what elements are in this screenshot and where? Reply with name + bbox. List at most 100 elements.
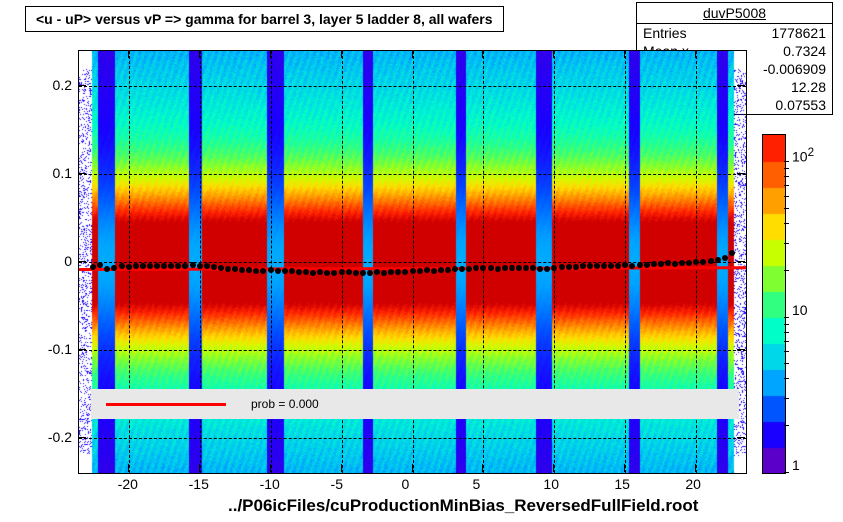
profile-point [339, 269, 345, 275]
z-tick [784, 398, 789, 399]
z-tick [784, 332, 789, 333]
profile-point [459, 266, 465, 272]
x-tick [270, 50, 271, 58]
stats-name: duvP5008 [637, 3, 832, 24]
profile-point [218, 265, 224, 271]
profile-point [658, 261, 664, 267]
color-bar [762, 134, 786, 474]
profile-point [225, 266, 231, 272]
grid-hline [79, 86, 746, 87]
grid-hline [79, 438, 746, 439]
profile-point [410, 268, 416, 274]
profile-point [622, 262, 628, 268]
profile-point [516, 265, 522, 271]
profile-point [182, 263, 188, 269]
z-tick [784, 196, 789, 197]
profile-point [544, 266, 550, 272]
profile-point [644, 262, 650, 268]
x-tick [199, 464, 200, 472]
profile-point [360, 270, 366, 276]
profile-point [90, 264, 96, 270]
profile-point [133, 263, 139, 269]
color-bar-gradient [763, 135, 785, 473]
stats-label: Entries [643, 24, 687, 42]
y-tick [737, 173, 745, 174]
x-tick [270, 464, 271, 472]
x-tick [553, 50, 554, 58]
z-tick [784, 378, 789, 379]
stats-value: 0.07553 [775, 96, 826, 114]
y-tick [737, 85, 745, 86]
profile-point [331, 270, 337, 276]
x-tick-label: 5 [472, 476, 480, 492]
z-tick [784, 341, 789, 342]
y-tick [737, 349, 745, 350]
profile-point [637, 262, 643, 268]
profile-point [708, 258, 714, 264]
profile-point [296, 269, 302, 275]
profile-point [395, 269, 401, 275]
profile-point [154, 263, 160, 269]
profile-point [168, 263, 174, 269]
z-tick-label: 102 [792, 146, 814, 165]
chart-title: <u - uP> versus vP => gamma for barrel 3… [25, 6, 504, 32]
profile-point [367, 270, 373, 276]
profile-point [729, 250, 735, 256]
profile-point [161, 263, 167, 269]
z-tick [784, 270, 789, 271]
z-tick [784, 161, 789, 162]
root-canvas: <u - uP> versus vP => gamma for barrel 3… [0, 0, 843, 522]
profile-point [317, 269, 323, 275]
profile-point [211, 264, 217, 270]
x-axis-title: ../P06icFiles/cuProductionMinBias_Revers… [228, 496, 698, 516]
profile-point [566, 264, 572, 270]
stats-value: -0.006909 [763, 60, 826, 78]
x-tick-label: -15 [189, 476, 209, 492]
profile-point [715, 257, 721, 263]
profile-point [580, 263, 586, 269]
profile-point [651, 261, 657, 267]
x-tick-label: 0 [402, 476, 410, 492]
profile-point [381, 270, 387, 276]
x-tick [128, 464, 129, 472]
x-tick [624, 464, 625, 472]
z-tick [784, 472, 789, 473]
x-tick [341, 464, 342, 472]
profile-point [97, 262, 103, 268]
stats-value: 0.7324 [783, 42, 826, 60]
profile-point [126, 264, 132, 270]
y-tick [737, 437, 745, 438]
x-tick-label: -20 [118, 476, 138, 492]
z-tick [784, 425, 789, 426]
y-tick [78, 437, 86, 438]
stats-row: Entries1778621 [637, 24, 832, 42]
profile-point [672, 261, 678, 267]
grid-hline [79, 350, 746, 351]
profile-point [275, 268, 281, 274]
x-tick [412, 50, 413, 58]
x-tick [412, 464, 413, 472]
x-tick [482, 50, 483, 58]
profile-point [388, 269, 394, 275]
profile-point [495, 266, 501, 272]
x-tick [128, 50, 129, 58]
z-tick [784, 324, 789, 325]
x-tick-label: 10 [543, 476, 559, 492]
profile-point [594, 263, 600, 269]
z-tick [784, 185, 789, 186]
z-tick [784, 351, 789, 352]
profile-point [509, 265, 515, 271]
z-tick-label: 10 [792, 302, 808, 318]
profile-point [693, 259, 699, 265]
profile-point [147, 263, 153, 269]
profile-point [608, 263, 614, 269]
profile-point [686, 260, 692, 266]
profile-point [374, 269, 380, 275]
y-tick-label: 0 [64, 253, 72, 269]
profile-point [417, 268, 423, 274]
profile-point [573, 264, 579, 270]
y-tick-label: -0.1 [48, 341, 72, 357]
profile-point [104, 266, 110, 272]
y-tick [78, 85, 86, 86]
x-tick-label: 15 [614, 476, 630, 492]
